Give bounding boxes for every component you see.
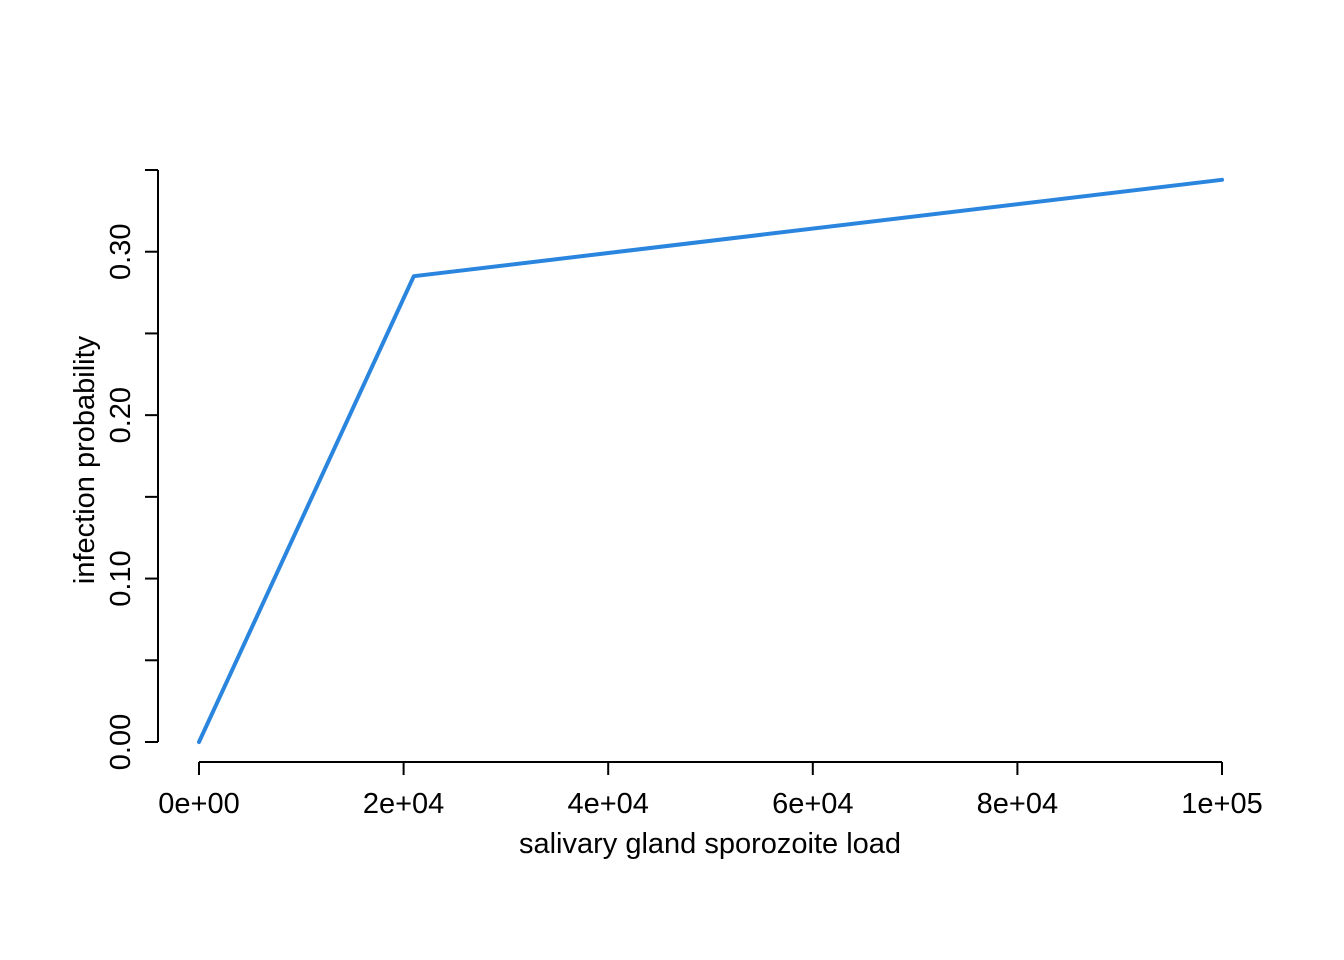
x-axis: 0e+00 2e+04 4e+04 6e+04 8e+04 1e+05 (158, 761, 1263, 820)
x-tick-label: 6e+04 (772, 788, 853, 820)
x-tick-label: 2e+04 (363, 788, 444, 820)
x-axis-title: salivary gland sporozoite load (519, 828, 901, 860)
x-tick-label: 1e+05 (1181, 788, 1262, 820)
y-tick-label: 0.00 (105, 714, 137, 770)
x-tick-label: 0e+00 (158, 788, 239, 820)
y-tick-label: 0.20 (105, 387, 137, 443)
y-tick-label: 0.10 (105, 550, 137, 606)
plot-area (197, 177, 1224, 744)
series-line (197, 177, 1224, 744)
y-axis-title: infection probability (69, 335, 101, 584)
x-tick-label: 8e+04 (977, 788, 1058, 820)
y-tick-label: 0.30 (105, 223, 137, 279)
x-tick-label: 4e+04 (567, 788, 648, 820)
y-axis: 0.00 0.10 0.20 0.30 (105, 169, 159, 770)
